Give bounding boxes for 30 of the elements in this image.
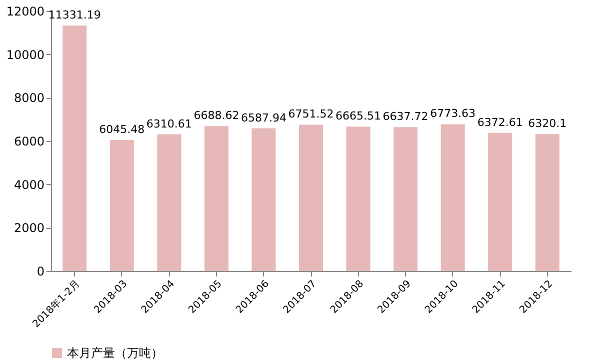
bar [299,124,323,271]
bar [535,134,560,271]
data-label: 6688.62 [194,109,240,122]
data-label: 6773.63 [430,107,476,120]
data-label: 6310.61 [146,117,192,130]
data-label: 6320.1 [528,117,567,130]
data-label: 6637.72 [382,110,428,124]
y-tick-label: 8000 [14,91,44,106]
legend-label: 本月产量（万吨） [67,346,163,360]
y-tick-label: 6000 [14,134,44,148]
data-label: 6751.52 [288,108,334,121]
bar [157,134,182,271]
data-label: 6587.94 [240,111,286,124]
bar [204,126,228,271]
bar [488,132,512,271]
data-label: 6372.61 [477,116,523,129]
bar [394,127,418,271]
y-tick-label: 12000 [6,4,44,18]
y-tick-label: 10000 [6,48,44,62]
bar [440,124,465,271]
bar [62,25,87,271]
data-label: 11331.19 [48,8,101,22]
y-tick-label: 2000 [14,221,44,236]
data-label: 6045.48 [99,123,145,136]
bar [252,128,276,271]
bar [110,140,134,271]
y-tick-label: 0 [36,264,44,278]
y-tick-label: 4000 [14,178,44,192]
bar [346,126,370,271]
data-label: 6665.51 [336,110,382,123]
